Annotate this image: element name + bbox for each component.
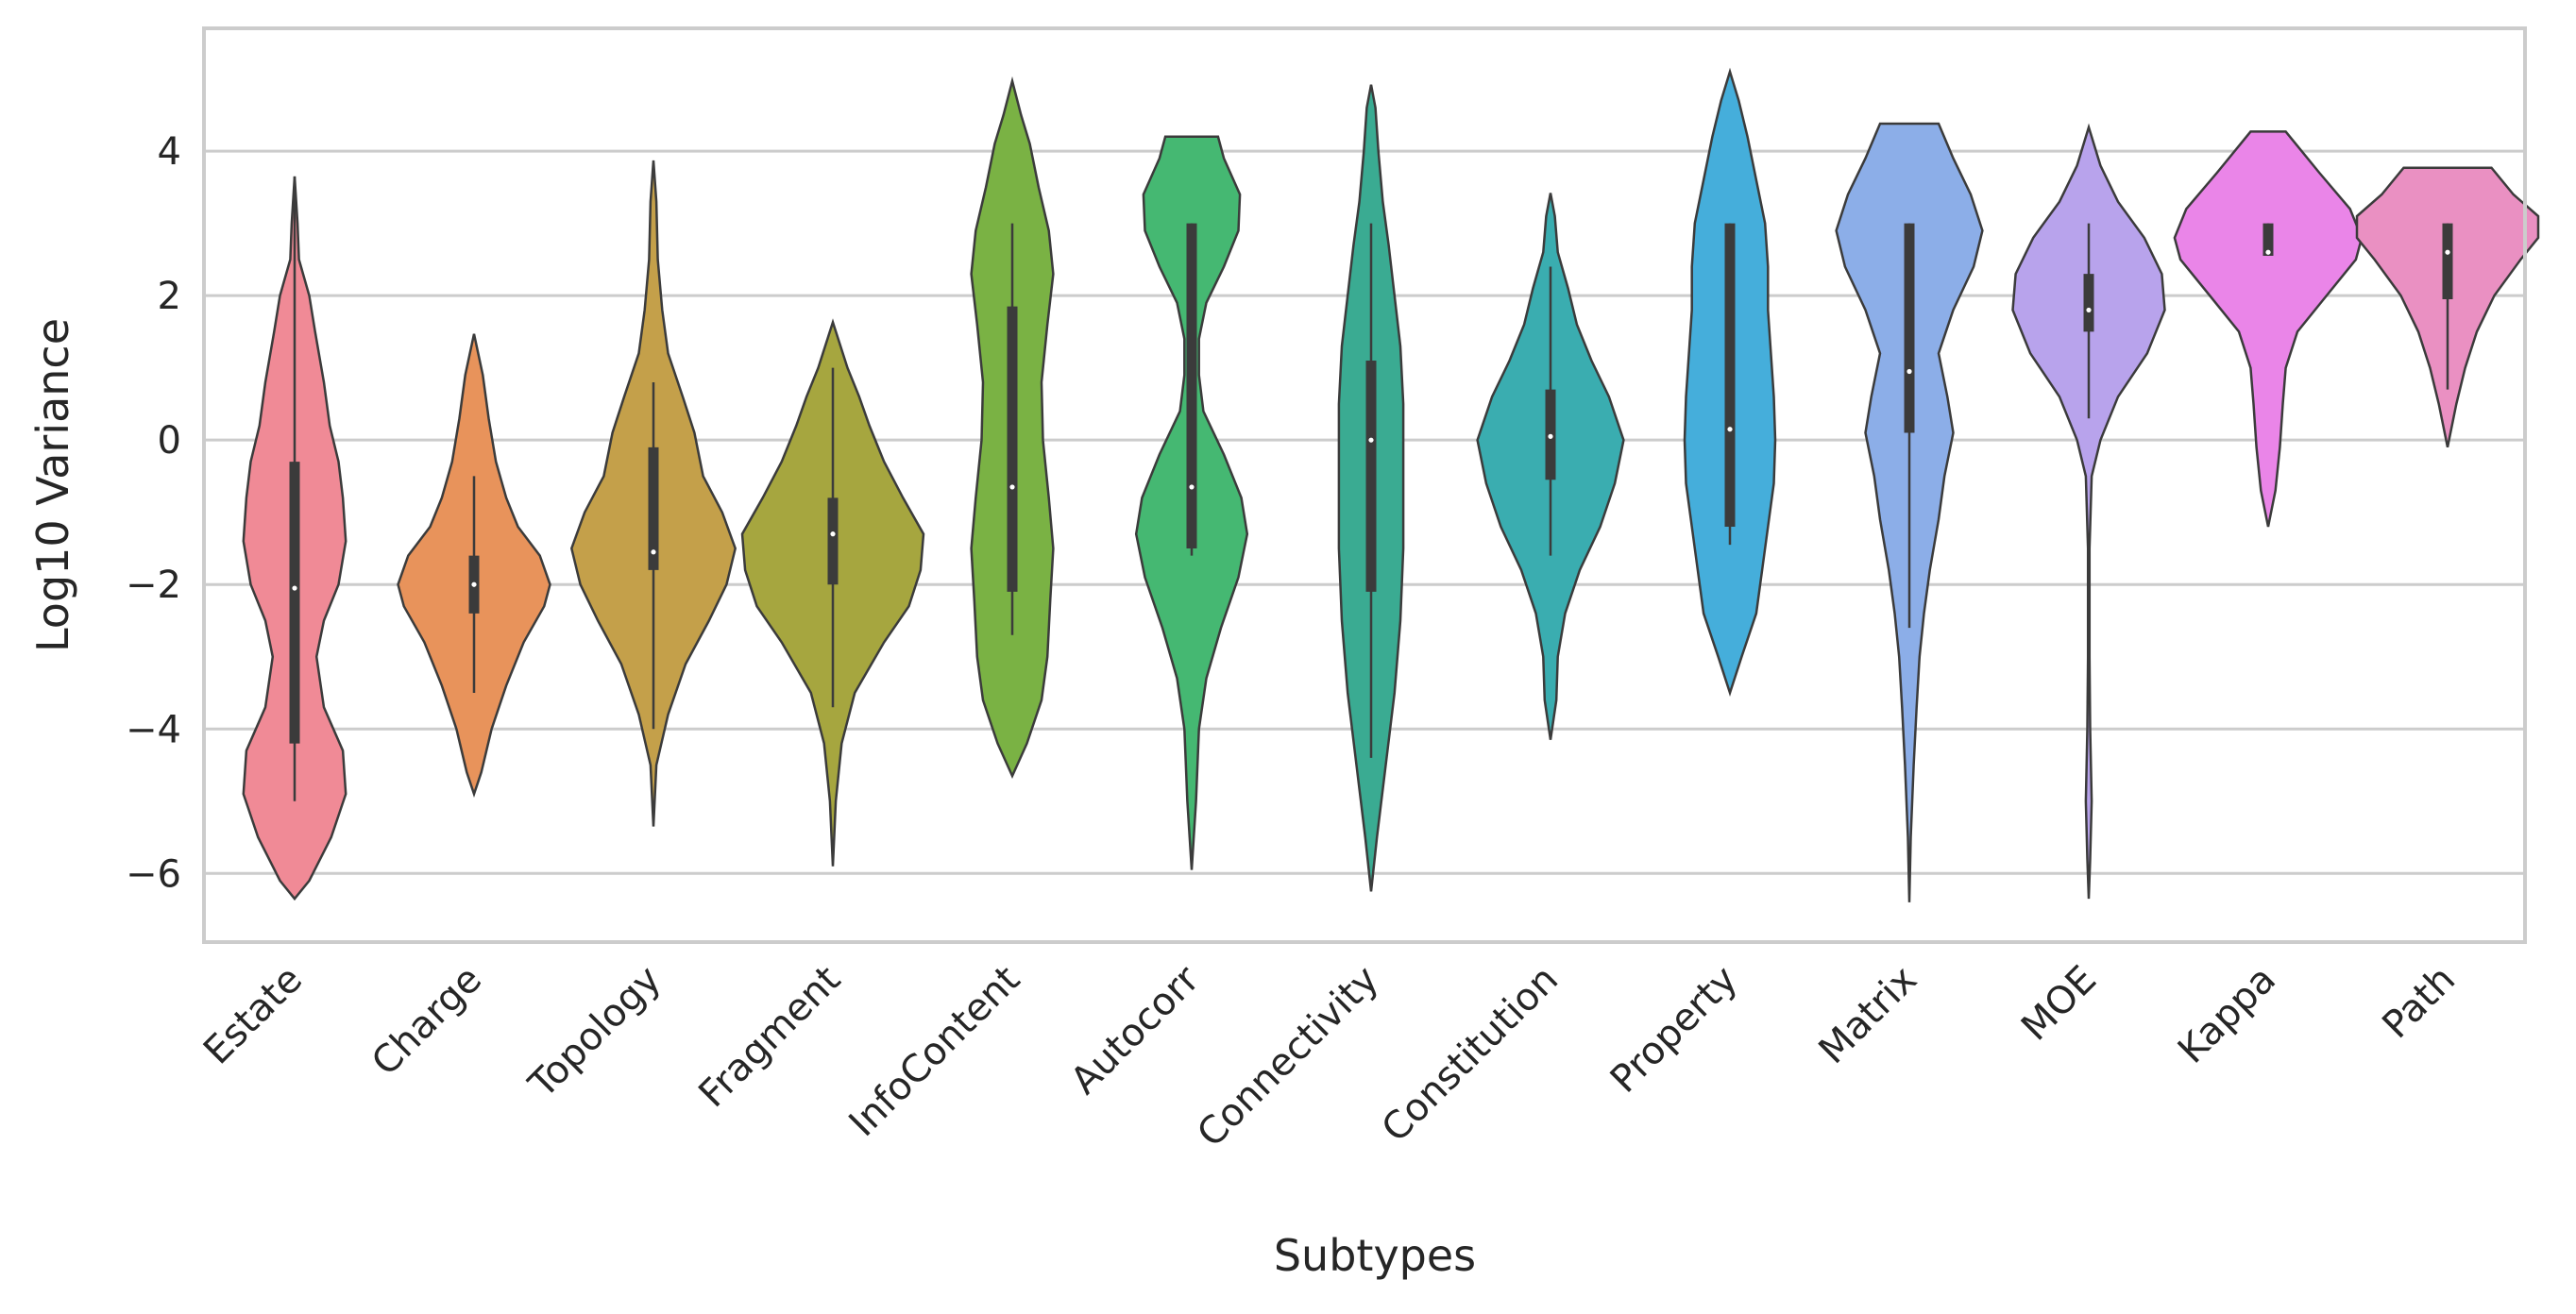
violin-body: [2173, 130, 2364, 528]
violin-median-point: [2086, 307, 2092, 313]
y-axis-title: Log10 Variance: [27, 318, 78, 652]
violin-median-point: [1189, 484, 1195, 490]
y-tick-label: −4: [126, 708, 181, 751]
violin-matrix: [1835, 122, 1984, 902]
violin-topology: [569, 160, 737, 827]
y-tick-labels: 4 2 0 −2 −4 −6: [126, 130, 181, 896]
violin-charge: [397, 333, 551, 799]
x-tick-label: Estate: [195, 958, 311, 1073]
x-tick-label: Topology: [520, 958, 669, 1107]
violin-moe: [2011, 123, 2166, 900]
violin-kappa: [2173, 130, 2364, 528]
x-tick-label: Kappa: [2170, 958, 2284, 1072]
violin-median-point: [1368, 437, 1374, 443]
y-tick-label: −6: [126, 852, 181, 896]
x-tick-label: Property: [1602, 958, 1746, 1102]
violin-body: [2011, 123, 2166, 900]
violin-median-point: [471, 581, 477, 587]
violin-connectivity: [1337, 84, 1405, 892]
x-tick-label: MOE: [2013, 958, 2105, 1050]
violin-median-point: [830, 531, 836, 537]
violin-median-point: [2445, 249, 2450, 255]
violin-property: [1683, 67, 1777, 698]
violin-median-point: [292, 585, 297, 591]
violin-median-point: [651, 549, 656, 555]
x-tick-label: Constitution: [1374, 958, 1567, 1151]
violin-median-point: [1009, 484, 1015, 490]
x-tick-label: InfoContent: [841, 958, 1029, 1146]
y-tick-label: 2: [158, 275, 181, 318]
x-tick-label: Charge: [364, 958, 490, 1085]
x-tick-label: Connectivity: [1189, 958, 1387, 1156]
x-tick-label: Matrix: [1810, 958, 1925, 1073]
violin-estate: [242, 176, 347, 901]
violin-median-point: [2265, 249, 2271, 255]
x-tick-label: Autocorr: [1062, 957, 1208, 1103]
violins: [242, 67, 2540, 902]
violin-path: [2355, 166, 2540, 448]
violin-median-point: [1548, 433, 1553, 439]
violin-median-point: [1907, 368, 1912, 375]
violin-autocorr: [1134, 135, 1249, 870]
violin-median-point: [1727, 427, 1733, 432]
violin-infocontent: [970, 76, 1055, 780]
violin-constitution: [1476, 193, 1625, 740]
y-tick-label: 4: [158, 130, 181, 174]
x-axis-title: Subtypes: [1274, 1230, 1476, 1281]
y-tick-label: 0: [158, 419, 181, 463]
violin-fragment: [740, 318, 925, 867]
x-tick-label: Path: [2374, 958, 2464, 1048]
x-tick-label: Fragment: [690, 958, 849, 1117]
plot-frame: [202, 26, 2527, 944]
y-tick-label: −2: [126, 564, 181, 607]
